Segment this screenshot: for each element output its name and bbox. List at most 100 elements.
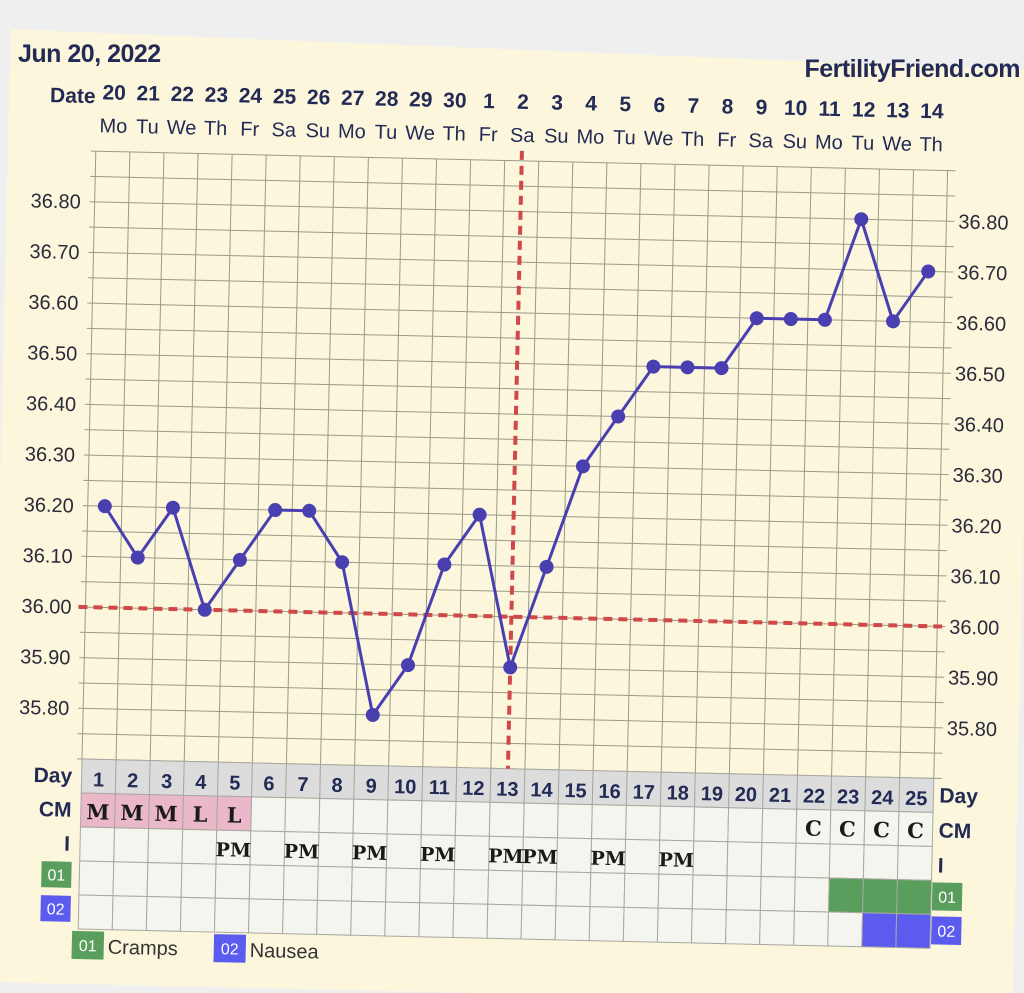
cm-cell (250, 796, 287, 833)
grid-hline (79, 631, 945, 653)
day-row-label-right: Day (939, 785, 978, 809)
y-tick-label-right: 36.20 (951, 515, 1002, 538)
cycle-day-label: 18 (666, 782, 689, 804)
temperature-point (539, 559, 554, 574)
symptom-01-cell (146, 862, 183, 898)
cm-entry: C (873, 817, 890, 842)
temperature-point (437, 557, 452, 572)
cycle-day-label: 1 (93, 769, 105, 791)
day-row-label-left: Day (33, 764, 72, 788)
weekday-label: We (882, 133, 912, 156)
symptom-01-cell (725, 875, 762, 911)
weekday-label: Fr (717, 129, 737, 151)
weekday-label: Su (544, 125, 569, 148)
cycle-day-label: 5 (229, 772, 241, 794)
y-tick-label-right: 36.70 (957, 262, 1008, 285)
symptom-02-cell (145, 896, 182, 932)
symptom-01-cell (350, 866, 387, 903)
cm-entry: C (907, 818, 924, 843)
y-tick-label-left: 36.60 (28, 292, 79, 315)
date-tick-label: 1 (483, 90, 496, 113)
cm-entry: M (120, 800, 144, 826)
code-01-label-left: 01 (47, 867, 65, 884)
cycle-day-label: 9 (365, 775, 377, 797)
symptom-01-cell (555, 871, 592, 908)
symptom-02-cell (316, 899, 353, 936)
temperature-series (97, 212, 936, 722)
symptom-02-cell (384, 901, 421, 938)
symptom-02-cell (77, 894, 114, 931)
grid-hline (90, 150, 956, 172)
symptom-02-cell (520, 904, 557, 941)
symptom-02-cell (861, 912, 898, 949)
intercourse-cell (113, 827, 150, 864)
weekday-label: We (166, 117, 196, 140)
intercourse-entry: PM (352, 842, 388, 865)
intercourse-entry: PM (284, 841, 320, 864)
cm-entry: L (226, 802, 242, 827)
cycle-day-label: 20 (735, 784, 758, 806)
temperature-point (749, 311, 764, 326)
code-01-swatch-left (41, 861, 72, 888)
date-tick-label: 29 (409, 88, 433, 112)
intercourse-cell (692, 840, 729, 877)
date-tick-label: 3 (551, 92, 563, 115)
cm-entry: L (192, 802, 208, 827)
weekday-label: Tu (136, 116, 159, 139)
date-tick-label: 24 (239, 84, 263, 108)
legend-label-01: Cramps (107, 937, 177, 961)
weekday-label: Th (442, 123, 466, 146)
legend-swatch-01 (71, 930, 105, 960)
cycle-day-label: 16 (598, 781, 621, 803)
cycle-day-label: 21 (769, 785, 792, 807)
intercourse-cell (147, 828, 184, 864)
y-tick-label-left: 36.50 (27, 342, 78, 365)
cycle-day-label: 23 (837, 786, 860, 808)
weekday-label: Fr (240, 118, 260, 140)
intercourse-entry: PM (522, 846, 558, 869)
symptom-01-cell (112, 861, 149, 898)
symptom-01-cell (214, 863, 251, 900)
date-tick-label: 20 (102, 81, 126, 105)
cm-cell (591, 804, 627, 840)
intercourse-cell (794, 842, 831, 879)
temperature-point (854, 212, 869, 227)
intercourse-entry: PM (215, 839, 251, 862)
symptom-01-cell (78, 860, 115, 897)
intercourse-entry: PM (590, 848, 626, 871)
cycle-day-label: 17 (632, 782, 655, 804)
weekday-label: Tu (851, 132, 874, 155)
symptom-02-cell (725, 909, 761, 945)
cycle-day-label: 2 (127, 770, 139, 792)
temperature-point (680, 360, 695, 375)
intercourse-cell (249, 830, 286, 867)
y-tick-label-left: 36.10 (22, 545, 73, 568)
legend-swatch-02 (213, 934, 247, 963)
intercourse-cell (317, 831, 354, 868)
date-tick-label: 10 (784, 97, 808, 121)
symptom-02-cell (282, 899, 318, 935)
date-tick-label: 12 (852, 98, 876, 122)
cycle-day-label: 8 (331, 775, 343, 797)
temperature-point (400, 658, 415, 673)
symptom-01-cell (657, 873, 694, 910)
code-01-label-right: 01 (938, 889, 956, 906)
cycle-day-label: 25 (905, 788, 928, 810)
temperature-point (575, 459, 590, 474)
legend: 01 Cramps 02 Nausea (71, 930, 320, 964)
cm-cell (318, 797, 355, 834)
cycle-day-label: 7 (297, 774, 309, 796)
symptom-02-cell (213, 897, 250, 934)
cm-cell (693, 806, 730, 843)
grid-hline (89, 226, 954, 248)
legend-label-02: Nausea (249, 940, 319, 964)
cm-cell (625, 804, 661, 841)
weekday-label: Su (782, 131, 807, 154)
grid-hline (83, 454, 949, 476)
intercourse-cell (726, 841, 763, 877)
temperature-point (365, 707, 380, 722)
cm-entry: C (805, 815, 822, 840)
y-tick-label-left: 36.30 (25, 444, 76, 467)
y-tick-label-right: 36.80 (958, 211, 1009, 234)
grid-hline (85, 378, 951, 400)
